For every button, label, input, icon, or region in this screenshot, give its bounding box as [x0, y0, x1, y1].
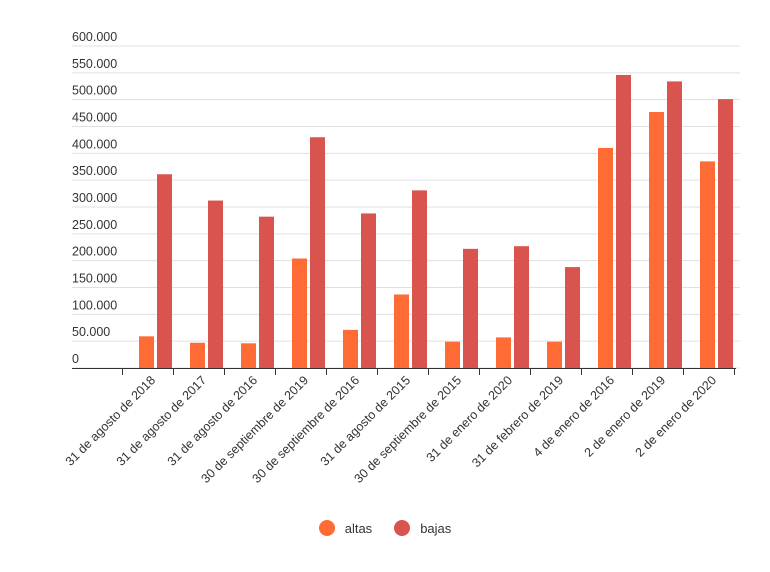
bar-altas	[496, 337, 511, 368]
bar-altas	[343, 329, 358, 368]
bar-bajas	[361, 213, 376, 368]
y-tick-label: 600.000	[72, 30, 117, 44]
y-tick-label: 400.000	[72, 137, 117, 151]
y-tick-label: 350.000	[72, 164, 117, 178]
x-tick-label: 31 de agosto de 2015	[318, 373, 413, 468]
legend-item-bajas[interactable]: bajas	[394, 520, 451, 536]
x-tick-label: 31 de agosto de 2016	[165, 373, 260, 468]
bar-bajas	[718, 99, 733, 368]
y-tick-label: 0	[72, 352, 79, 366]
x-tick-label: 31 de agosto de 2018	[63, 373, 158, 468]
bar-bajas	[412, 190, 427, 368]
legend-label-bajas: bajas	[420, 520, 452, 536]
y-tick-label: 100.000	[72, 298, 117, 312]
bar-altas	[649, 112, 664, 368]
y-tick-label: 150.000	[72, 272, 117, 286]
legend-label-altas: altas	[344, 520, 373, 536]
bar-altas	[598, 147, 613, 368]
bar-altas	[700, 161, 715, 368]
bar-altas	[190, 342, 205, 368]
bar-bajas	[208, 200, 223, 368]
bar-bajas	[157, 174, 172, 368]
bar-altas	[241, 343, 256, 368]
legend-swatch-bajas	[394, 520, 411, 536]
y-tick-label: 250.000	[72, 218, 117, 232]
bar-chart: 0 50.000 100.000 150.000 200.000 250.000 300.0…	[63, 30, 740, 486]
x-tick-label: 30 de septiembre de 2016	[250, 373, 363, 486]
legend-item-altas[interactable]: altas	[318, 520, 373, 536]
bar-bajas	[667, 81, 682, 369]
bar-altas	[547, 341, 562, 368]
bar-altas	[292, 258, 307, 368]
legend: altas bajas	[0, 520, 770, 536]
bar-altas	[139, 336, 154, 368]
x-tick-label: 31 de enero de 2020	[424, 373, 516, 465]
y-tick-label: 550.000	[72, 57, 117, 71]
bar-altas	[445, 341, 460, 368]
bar-bajas	[514, 246, 529, 368]
legend-swatch-altas	[318, 520, 335, 536]
bar-bajas	[565, 267, 580, 368]
y-tick-label: 200.000	[72, 245, 117, 259]
bar-bajas	[310, 137, 325, 368]
bar-bajas	[616, 74, 631, 368]
x-tick-label: 30 de septiembre de 2015	[352, 373, 465, 486]
y-tick-label: 500.000	[72, 84, 117, 98]
y-tick-label: 450.000	[72, 111, 117, 125]
bar-altas	[394, 294, 409, 368]
x-tick-label: 31 de febrero de 2019	[469, 373, 566, 470]
x-tick-label: 30 de septiembre de 2019	[199, 373, 312, 486]
y-tick-label: 50.000	[72, 325, 110, 339]
x-tick-label: 31 de agosto de 2017	[114, 373, 209, 468]
bar-bajas	[463, 248, 478, 368]
bar-bajas	[259, 216, 274, 368]
y-tick-label: 300.000	[72, 191, 117, 205]
